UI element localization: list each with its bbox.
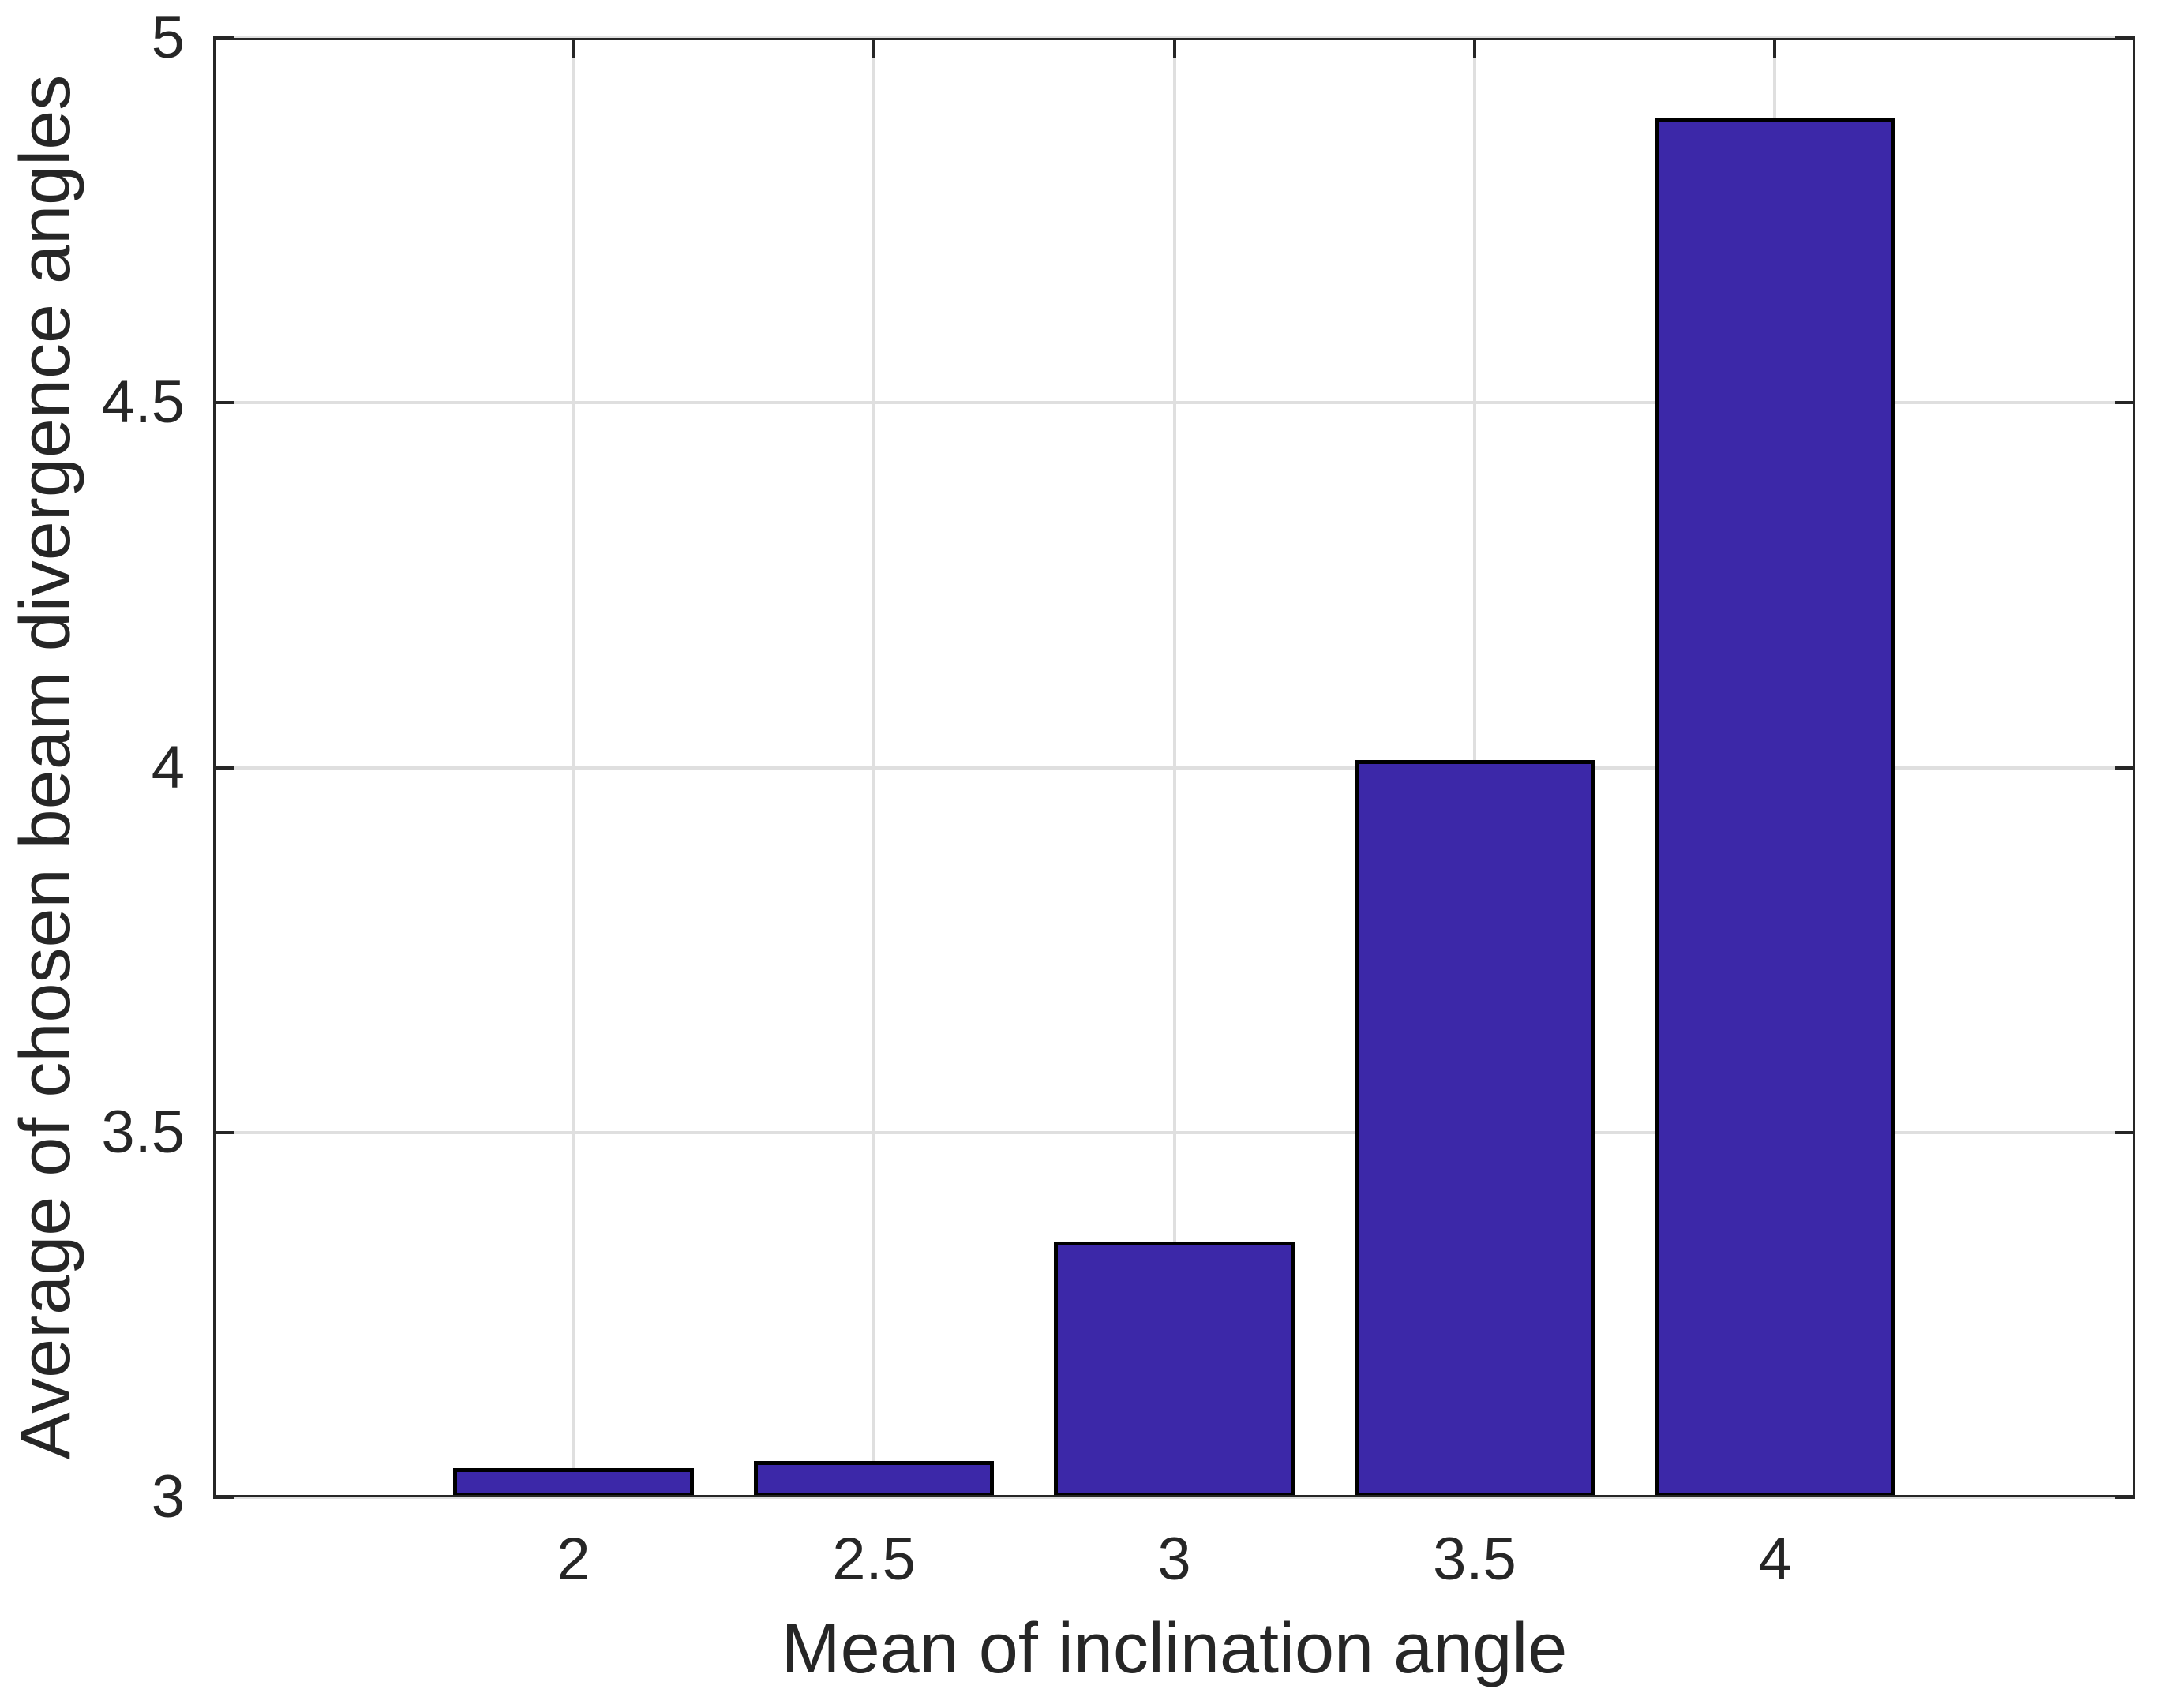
y-tick-label: 4: [151, 733, 185, 801]
y-tick-mark: [213, 766, 234, 770]
y-tick-label: 3: [151, 1463, 185, 1530]
bar: [1054, 1242, 1295, 1497]
x-tick-mark: [1773, 38, 1777, 58]
x-gridline: [572, 38, 575, 1497]
x-tick-label: 2: [557, 1526, 590, 1593]
y-tick-mark: [213, 401, 234, 405]
y-tick-label: 4.5: [101, 369, 185, 436]
y-tick-mark: [213, 36, 234, 39]
y-tick-mark: [2115, 766, 2135, 770]
bar: [1655, 118, 1895, 1497]
y-tick-label: 5: [151, 4, 185, 71]
x-tick-mark: [572, 38, 575, 58]
y-gridline: [213, 1496, 2135, 1499]
x-axis-label: Mean of inclination angle: [781, 1609, 1568, 1688]
y-tick-mark: [2115, 36, 2135, 39]
x-tick-label: 4: [1758, 1526, 1792, 1593]
x-tick-label: 3: [1157, 1526, 1191, 1593]
bar: [753, 1460, 995, 1497]
x-tick-mark: [1172, 38, 1176, 58]
x-tick-mark: [1472, 38, 1476, 58]
y-tick-label: 3.5: [101, 1098, 185, 1166]
x-tick-mark: [872, 38, 876, 58]
plot-area: [213, 36, 2135, 1499]
y-tick-mark: [213, 1130, 234, 1134]
bar: [1354, 760, 1595, 1497]
y-tick-mark: [2115, 1130, 2135, 1134]
x-tick-label: 2.5: [832, 1526, 916, 1593]
y-tick-mark: [2115, 1496, 2135, 1499]
bar: [453, 1468, 694, 1497]
x-gridline: [1172, 38, 1176, 1497]
x-tick-label: 3.5: [1433, 1526, 1516, 1593]
y-tick-mark: [2115, 401, 2135, 405]
x-gridline: [872, 38, 876, 1497]
y-tick-mark: [213, 1496, 234, 1499]
